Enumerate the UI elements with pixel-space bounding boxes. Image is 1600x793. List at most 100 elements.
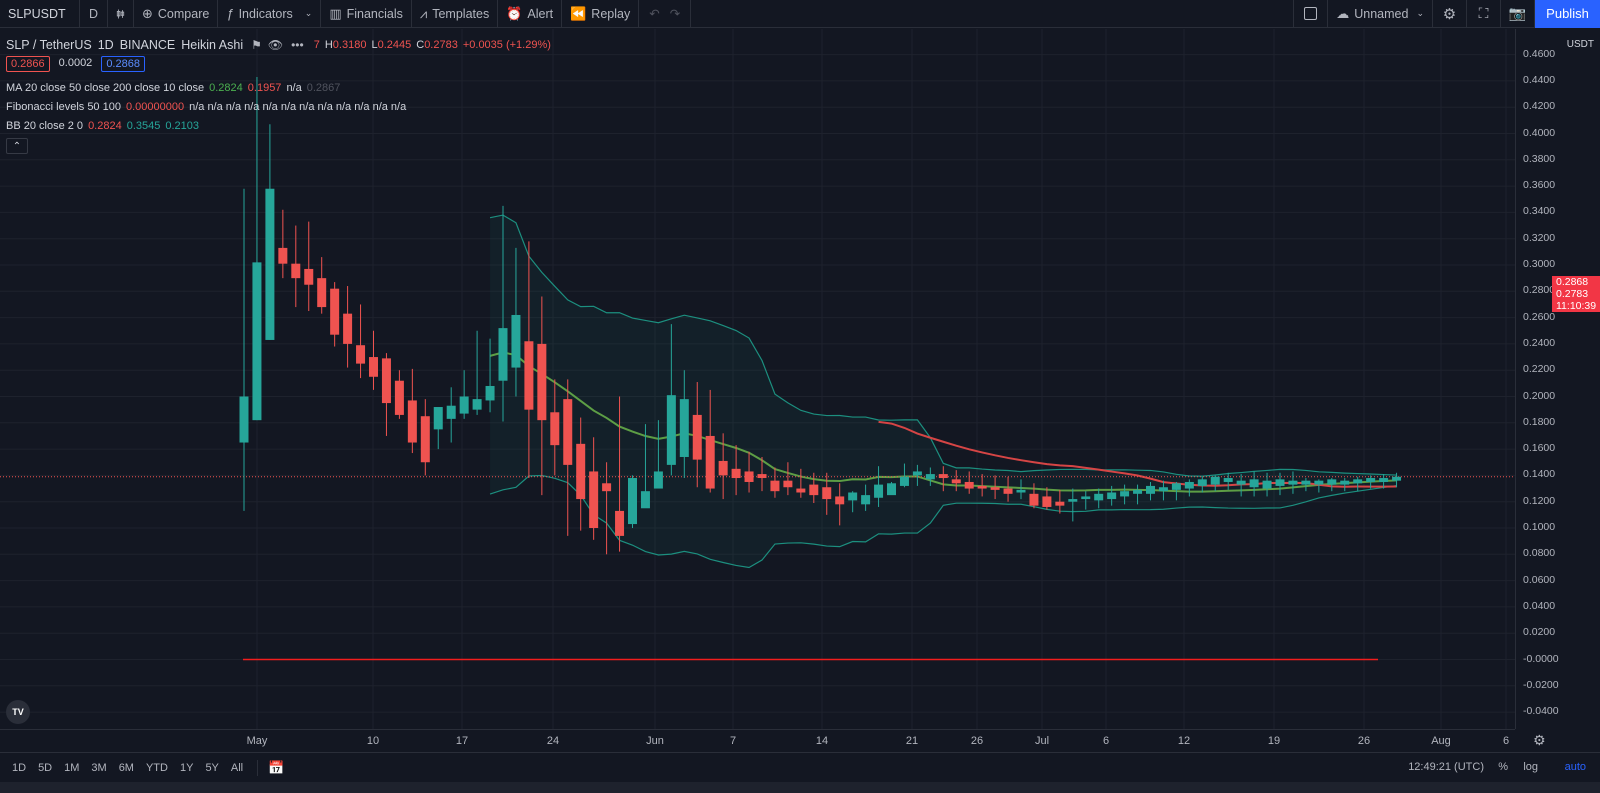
flag-icon[interactable]: ⚑ <box>251 37 262 52</box>
range-button-ytd[interactable]: YTD <box>145 761 168 774</box>
auto-scale-toggle[interactable]: auto <box>1564 761 1586 773</box>
price-chart[interactable] <box>0 29 1515 729</box>
candle-body[interactable] <box>1133 489 1143 494</box>
candle-body[interactable] <box>848 492 858 501</box>
financials-button[interactable]: ▥ Financials <box>321 0 412 28</box>
candle-body[interactable] <box>1392 476 1402 481</box>
candle-body[interactable] <box>1120 491 1130 497</box>
candle-body[interactable] <box>1197 479 1207 486</box>
replay-button[interactable]: ⏪ Replay <box>562 0 640 28</box>
tradingview-logo[interactable]: TV <box>6 700 30 724</box>
candle-body[interactable] <box>835 496 845 505</box>
candle-body[interactable] <box>459 396 469 414</box>
time-axis[interactable]: May 10 17 24 Jun 7 14 21 26 Jul 6 12 19 26 Aug 6 <box>0 729 1515 751</box>
candle-body[interactable] <box>938 474 948 479</box>
candle-body[interactable] <box>1262 480 1272 489</box>
candle-body[interactable] <box>1288 480 1298 485</box>
chart-style-button[interactable] <box>108 0 134 28</box>
candle-body[interactable] <box>291 263 301 279</box>
candle-body[interactable] <box>589 471 599 528</box>
candle-body[interactable] <box>498 328 508 381</box>
candle-body[interactable] <box>874 484 884 498</box>
candle-body[interactable] <box>1042 496 1052 507</box>
candle-body[interactable] <box>1107 492 1117 500</box>
compare-button[interactable]: ⊕ Compare <box>134 0 219 28</box>
candle-body[interactable] <box>757 474 767 479</box>
candle-body[interactable] <box>990 487 1000 490</box>
range-button-5y[interactable]: 5Y <box>205 761 219 774</box>
candle-body[interactable] <box>615 510 625 536</box>
templates-button[interactable]: ⩘ Templates <box>412 0 499 28</box>
buy-price-box[interactable]: 0.2868 <box>101 56 145 72</box>
utc-clock[interactable]: 12:49:21 (UTC) <box>1408 761 1484 773</box>
candle-body[interactable] <box>304 268 314 285</box>
sell-price-box[interactable]: 0.2866 <box>6 56 50 72</box>
candle-body[interactable] <box>433 407 443 430</box>
candle-body[interactable] <box>887 483 896 496</box>
bb-indicator-row[interactable]: BB 20 close 2 0 0.2824 0.3545 0.2103 <box>6 116 556 135</box>
candle-body[interactable] <box>783 480 793 488</box>
candle-body[interactable] <box>666 395 676 465</box>
candle-body[interactable] <box>1210 476 1220 485</box>
candle-body[interactable] <box>951 479 961 484</box>
candle-body[interactable] <box>1081 496 1091 500</box>
candle-body[interactable] <box>239 396 249 443</box>
candle-body[interactable] <box>330 288 340 335</box>
symbol-title[interactable]: SLP / TetherUS 1D BINANCE Heikin Ashi <box>6 38 249 52</box>
candle-body[interactable] <box>1068 499 1078 502</box>
symbol-search-button[interactable]: SLPUSDT <box>0 0 80 28</box>
candle-body[interactable] <box>731 468 741 479</box>
candle-body[interactable] <box>718 460 728 476</box>
candle-body[interactable] <box>265 188 275 340</box>
undo-icon[interactable]: ↶ <box>649 7 660 21</box>
range-button-1y[interactable]: 1Y <box>179 761 194 774</box>
candle-body[interactable] <box>1146 485 1155 494</box>
price-axis[interactable]: USDT 0.4600 0.4400 0.4200 0.4000 0.3800 0.360… <box>1515 29 1600 729</box>
candle-body[interactable] <box>1055 501 1065 506</box>
select-layout-button[interactable] <box>1294 0 1329 28</box>
log-scale-toggle[interactable]: log <box>1523 761 1538 773</box>
candle-body[interactable] <box>1301 480 1311 485</box>
candle-body[interactable] <box>381 358 391 404</box>
candle-body[interactable] <box>524 341 534 410</box>
candle-body[interactable] <box>252 262 262 421</box>
layout-name-button[interactable]: ☁ Unnamed ⌄ <box>1328 0 1433 28</box>
range-button-1m[interactable]: 1M <box>64 761 80 774</box>
range-button-6m[interactable]: 6M <box>118 761 134 774</box>
candle-body[interactable] <box>705 435 715 489</box>
candle-body[interactable] <box>537 343 547 421</box>
candle-body[interactable] <box>822 487 832 500</box>
candle-body[interactable] <box>343 313 353 344</box>
candle-body[interactable] <box>356 345 366 364</box>
percent-scale-toggle[interactable]: % <box>1498 761 1508 773</box>
axis-settings-gear-icon[interactable]: ⚙ <box>1533 732 1546 748</box>
chevron-down-icon[interactable]: ⌄ <box>304 8 313 18</box>
snapshot-button[interactable]: 📷 <box>1501 0 1535 28</box>
candle-body[interactable] <box>977 485 987 489</box>
redo-icon[interactable]: ↷ <box>669 7 681 21</box>
range-button-1d[interactable]: 1D <box>12 761 27 774</box>
alert-button[interactable]: ⏰ Alert <box>498 0 563 28</box>
fullscreen-button[interactable]: ⛶ <box>1467 0 1501 28</box>
candle-body[interactable] <box>1184 481 1194 489</box>
candle-body[interactable] <box>472 399 482 410</box>
candle-body[interactable] <box>640 491 650 509</box>
fib-indicator-row[interactable]: Fibonacci levels 50 100 0.00000000 n/a n… <box>6 97 556 116</box>
candle-body[interactable] <box>511 314 521 368</box>
range-button-all[interactable]: All <box>230 761 244 774</box>
candle-body[interactable] <box>1094 493 1104 501</box>
candle-body[interactable] <box>770 480 780 492</box>
candle-body[interactable] <box>394 380 404 415</box>
candle-body[interactable] <box>485 385 495 401</box>
eye-icon[interactable]: 👁 <box>267 37 284 52</box>
candle-body[interactable] <box>679 399 689 457</box>
collapse-legend-button[interactable]: ⌃ <box>6 138 28 154</box>
candle-body[interactable] <box>1003 488 1013 494</box>
candle-body[interactable] <box>420 416 430 463</box>
interval-button[interactable]: D <box>80 0 108 28</box>
candle-body[interactable] <box>1016 489 1026 493</box>
candle-body[interactable] <box>1353 479 1363 484</box>
candle-body[interactable] <box>692 414 702 460</box>
candle-body[interactable] <box>1158 487 1168 492</box>
candle-body[interactable] <box>563 399 573 465</box>
